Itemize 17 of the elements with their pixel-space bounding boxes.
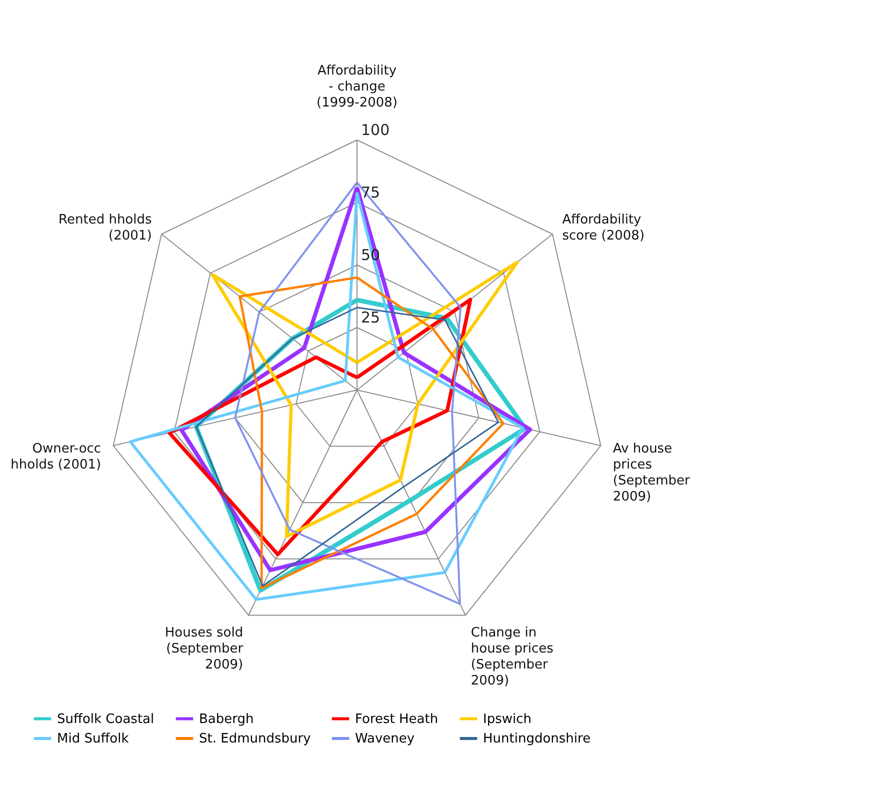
- spoke-label: Houses sold (September 2009): [164, 626, 244, 673]
- legend-label: Suffolk Coastal: [57, 712, 154, 727]
- legend-label: Ipswich: [483, 712, 532, 727]
- legend-label: Waveney: [355, 732, 415, 746]
- spoke-label: Av house prices (September 2009): [612, 441, 690, 504]
- legend-label: Huntingdonshire: [483, 732, 591, 746]
- legend-label: Forest Heath: [355, 712, 438, 727]
- spoke-label: Affordability score (2008): [562, 212, 645, 244]
- spoke-label: Rented hholds (2001): [58, 212, 152, 244]
- legend-label: Babergh: [199, 712, 254, 727]
- legend-label: St. Edmundsbury: [199, 732, 312, 746]
- y-tick-label: 25: [361, 308, 380, 326]
- spoke-label: Affordability - change (1999-2008): [316, 64, 398, 110]
- y-tick-label: 100: [361, 121, 390, 139]
- spoke-label: Change in house prices (September 2009): [470, 626, 554, 689]
- spoke-label: Owner-occ hholds (2001): [10, 441, 102, 472]
- legend-label: Mid Suffolk: [57, 732, 130, 746]
